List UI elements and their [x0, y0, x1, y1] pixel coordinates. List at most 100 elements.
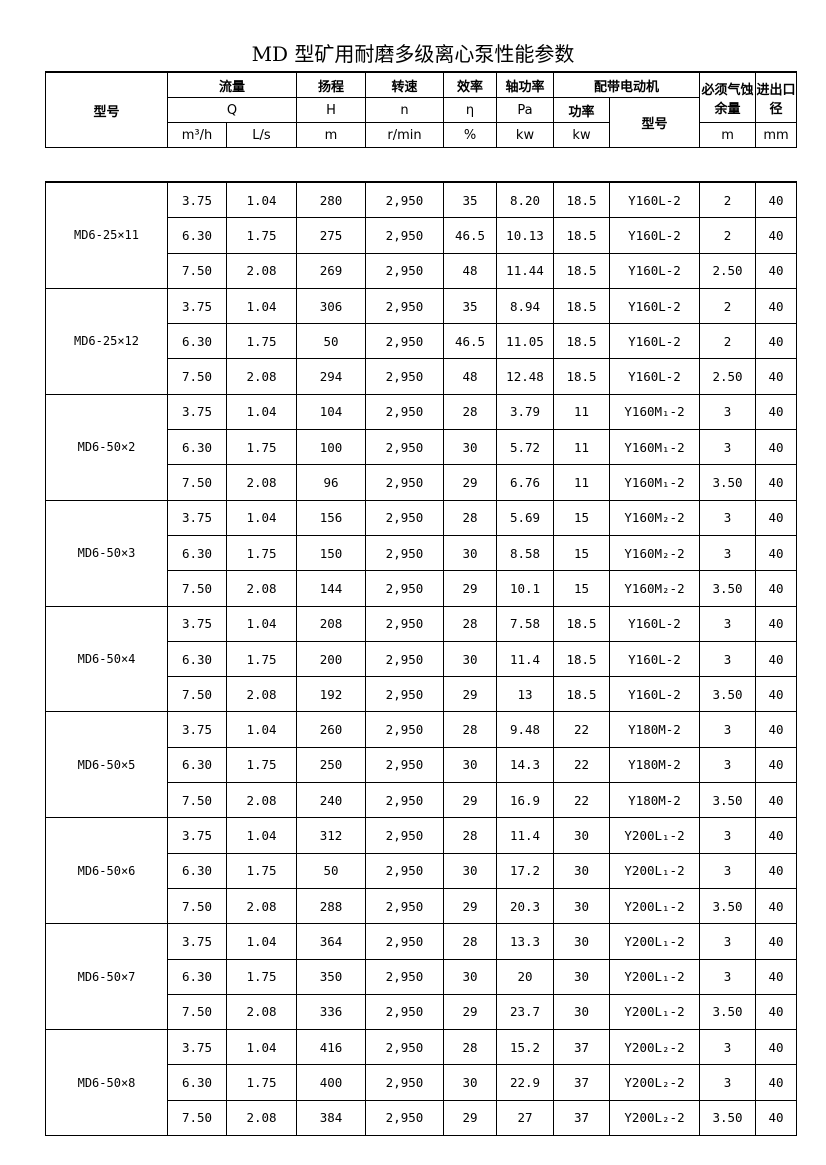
- efficiency-cell: 30: [443, 958, 497, 995]
- speed-cell: 2,950: [365, 782, 444, 819]
- flow-ls-cell: 2.08: [226, 993, 297, 1031]
- header-q: Q: [166, 97, 298, 123]
- header-h: H: [296, 97, 367, 123]
- motor-model-cell: Y200L₁-2: [609, 923, 700, 960]
- flow-ls-cell: 1.75: [226, 746, 297, 784]
- flow-m3h-cell: 6.30: [167, 958, 227, 995]
- motor-power-cell: 11: [553, 464, 610, 501]
- header-motor-model: 型号: [609, 97, 701, 148]
- motor-power-cell: 18.5: [553, 181, 610, 219]
- shaft-power-cell: 3.79: [496, 393, 554, 431]
- speed-cell: 2,950: [365, 570, 444, 607]
- motor-power-cell: 18.5: [553, 217, 610, 254]
- flow-ls-cell: 1.04: [226, 605, 297, 642]
- motor-model-cell: Y160L-2: [609, 676, 700, 713]
- flow-ls-cell: 1.04: [226, 287, 297, 325]
- table-row: 6.30 1.75 400 2,950 30 22.9 37 Y200L₂-2 3 40: [46, 1064, 797, 1101]
- header-efficiency: 效率: [443, 71, 498, 98]
- flow-ls-cell: 2.08: [226, 782, 297, 819]
- shaft-power-cell: 13: [496, 676, 554, 713]
- speed-cell: 2,950: [365, 393, 444, 431]
- flow-m3h-cell: 7.50: [167, 676, 227, 713]
- shaft-power-cell: 8.20: [496, 181, 554, 219]
- head-cell: 416: [296, 1029, 366, 1066]
- flow-m3h-cell: 3.75: [167, 605, 227, 642]
- efficiency-cell: 30: [443, 429, 497, 466]
- npsh-cell: 3.50: [699, 464, 756, 501]
- flow-ls-cell: 1.75: [226, 852, 297, 889]
- head-cell: 144: [296, 570, 366, 607]
- table-row: MD6-50×4 3.75 1.04 208 2,950 28 7.58 18.5 Y160L-…: [45, 605, 797, 713]
- port-cell: 40: [755, 640, 797, 678]
- header-n: n: [365, 97, 445, 123]
- efficiency-cell: 29: [443, 464, 497, 501]
- efficiency-cell: 28: [443, 1029, 497, 1066]
- npsh-cell: 3: [699, 393, 756, 431]
- motor-power-cell: 11: [553, 393, 610, 431]
- head-cell: 156: [296, 499, 366, 536]
- npsh-cell: 2: [699, 287, 756, 325]
- motor-model-cell: Y160M₂-2: [609, 499, 700, 536]
- efficiency-cell: 48: [443, 358, 497, 395]
- header-speed: 转速: [365, 71, 445, 98]
- npsh-cell: 3: [699, 923, 756, 960]
- motor-power-cell: 18.5: [553, 358, 610, 395]
- port-cell: 40: [755, 217, 797, 254]
- npsh-cell: 2.50: [699, 358, 756, 395]
- speed-cell: 2,950: [365, 746, 444, 784]
- speed-cell: 2,950: [365, 711, 444, 748]
- motor-model-cell: Y160L-2: [609, 181, 700, 219]
- motor-power-cell: 18.5: [553, 676, 610, 713]
- npsh-cell: 3: [699, 1064, 756, 1101]
- head-cell: 312: [296, 817, 366, 854]
- unit-ls: L/s: [225, 122, 298, 148]
- flow-ls-cell: 2.08: [226, 358, 297, 395]
- npsh-cell: 3.50: [699, 676, 756, 713]
- flow-ls-cell: 1.04: [226, 1029, 297, 1066]
- port-cell: 40: [755, 993, 797, 1031]
- flow-ls-cell: 1.75: [226, 958, 297, 995]
- port-cell: 40: [755, 1064, 797, 1101]
- motor-power-cell: 18.5: [553, 252, 610, 289]
- efficiency-cell: 29: [443, 993, 497, 1031]
- motor-power-cell: 22: [553, 746, 610, 784]
- motor-model-cell: Y160M₂-2: [609, 534, 700, 572]
- flow-m3h-cell: 7.50: [167, 570, 227, 607]
- port-cell: 40: [755, 464, 797, 501]
- header-port: 进出口径: [755, 71, 798, 123]
- shaft-power-cell: 11.4: [496, 640, 554, 678]
- head-cell: 269: [296, 252, 366, 289]
- speed-cell: 2,950: [365, 499, 444, 536]
- head-cell: 150: [296, 534, 366, 572]
- flow-ls-cell: 1.75: [226, 1064, 297, 1101]
- motor-power-cell: 30: [553, 817, 610, 854]
- shaft-power-cell: 10.13: [496, 217, 554, 254]
- header-flow: 流量: [166, 71, 298, 98]
- efficiency-cell: 46.5: [443, 217, 497, 254]
- efficiency-cell: 28: [443, 605, 497, 642]
- efficiency-cell: 28: [443, 923, 497, 960]
- motor-model-cell: Y200L₁-2: [609, 958, 700, 995]
- flow-ls-cell: 2.08: [226, 1099, 297, 1137]
- flow-m3h-cell: 3.75: [167, 181, 227, 219]
- shaft-power-cell: 17.2: [496, 852, 554, 889]
- npsh-cell: 3: [699, 605, 756, 642]
- head-cell: 288: [296, 887, 366, 925]
- speed-cell: 2,950: [365, 323, 444, 360]
- flow-m3h-cell: 6.30: [167, 746, 227, 784]
- model-cell: MD6-50×5: [45, 711, 168, 819]
- flow-ls-cell: 1.75: [226, 217, 297, 254]
- flow-m3h-cell: 7.50: [167, 358, 227, 395]
- table-row: MD6-50×6 3.75 1.04 312 2,950 28 11.4 30 Y200L₁-2…: [45, 817, 797, 925]
- unit-kw-motor: kw: [553, 122, 611, 148]
- efficiency-cell: 30: [443, 534, 497, 572]
- model-cell: MD6-50×7: [45, 923, 168, 1031]
- efficiency-cell: 29: [443, 570, 497, 607]
- unit-m: m: [296, 122, 367, 148]
- page-title: MD 型矿用耐磨多级离心泵性能参数: [251, 42, 575, 66]
- flow-ls-cell: 1.75: [226, 323, 297, 360]
- motor-model-cell: Y160L-2: [609, 217, 700, 254]
- flow-m3h-cell: 7.50: [167, 782, 227, 819]
- speed-cell: 2,950: [365, 217, 444, 254]
- efficiency-cell: 28: [443, 499, 497, 536]
